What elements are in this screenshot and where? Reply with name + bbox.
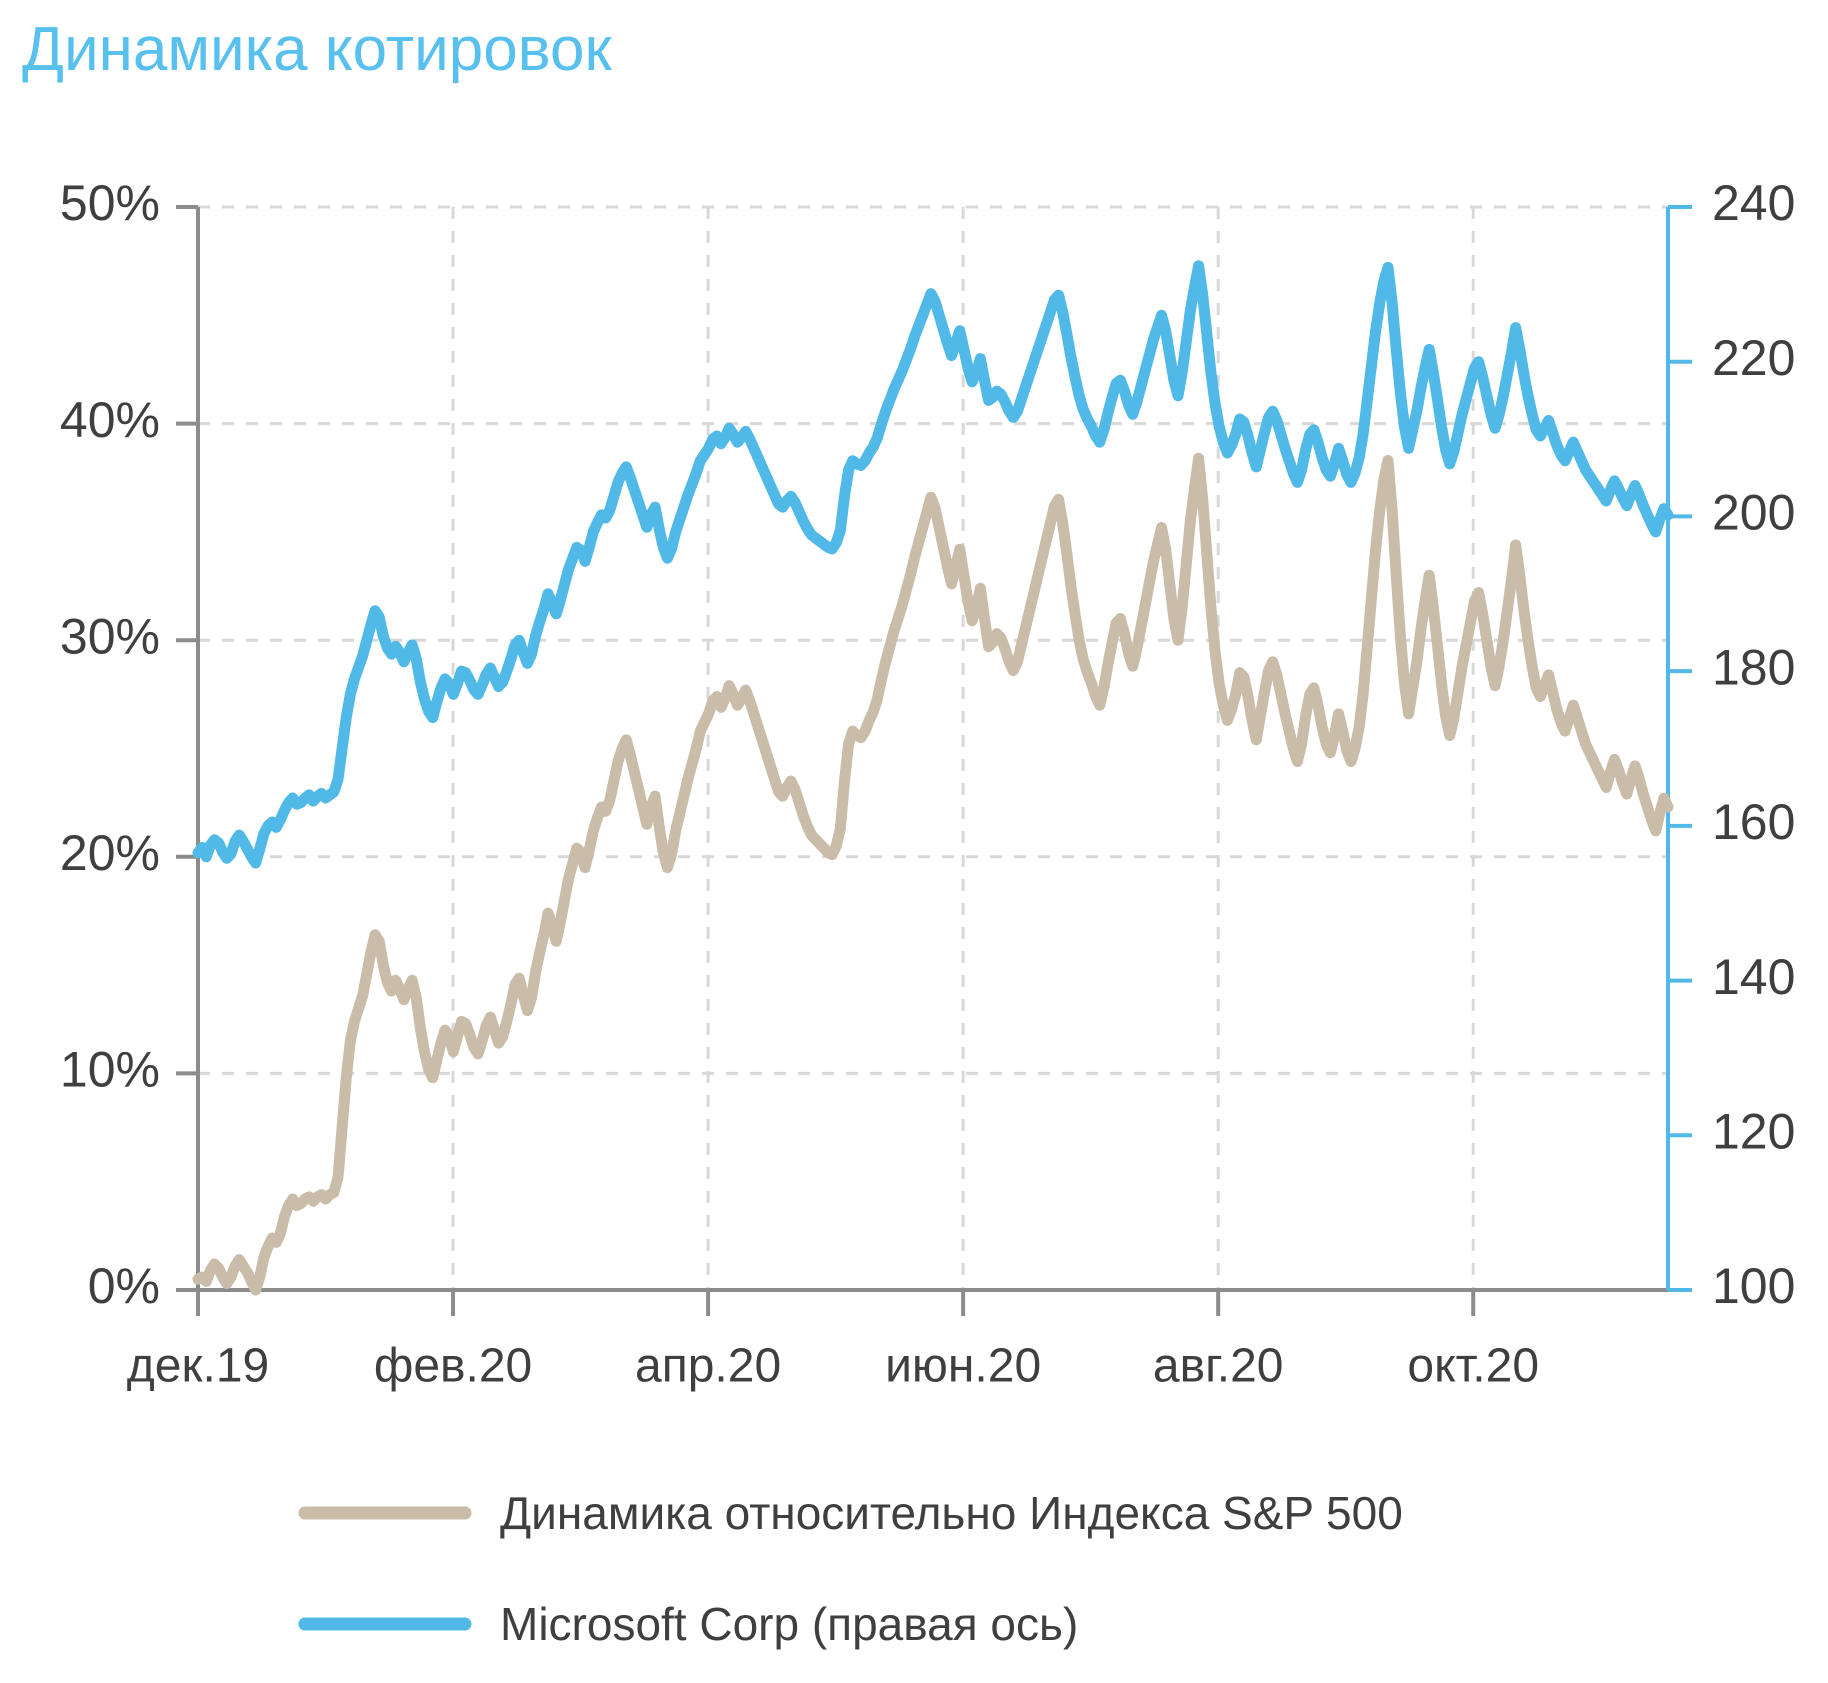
- legend-label: Microsoft Corp (правая ось): [500, 1598, 1078, 1650]
- y-axis-right-tick-label: 200: [1712, 485, 1795, 541]
- series-line-index: [192, 452, 1674, 1296]
- series-line-msft: [192, 260, 1674, 869]
- y-axis-left-tick-label: 10%: [60, 1042, 160, 1098]
- legend-label: Динамика относительно Индекса S&P 500: [500, 1487, 1403, 1539]
- x-axis-tick-label: июн.20: [885, 1340, 1041, 1393]
- gridlines: [198, 205, 1668, 1290]
- y-axis-right-tick-label: 140: [1712, 949, 1795, 1005]
- y-axis-left-tick-label: 20%: [60, 825, 160, 881]
- y-axis-left-tick-label: 30%: [60, 608, 160, 664]
- y-axis-right-tick-label: 240: [1712, 175, 1795, 231]
- axis-lines: [176, 205, 1692, 1316]
- y-axis-right-tick-label: 180: [1712, 639, 1795, 695]
- data-series: [192, 260, 1674, 1296]
- y-axis-right-tick-label: 100: [1712, 1258, 1795, 1314]
- page-title: Динамика котировок: [22, 15, 612, 84]
- x-axis-tick-label: авг.20: [1153, 1340, 1284, 1393]
- y-axis-left-tick-label: 0%: [88, 1258, 160, 1314]
- x-axis-tick-label: окт.20: [1407, 1340, 1539, 1393]
- y-axis-right-tick-label: 220: [1712, 330, 1795, 386]
- chart-legend: Динамика относительно Индекса S&P 500 Mic…: [298, 1487, 1403, 1650]
- x-axis-tick-label: апр.20: [635, 1340, 781, 1393]
- y-axis-left-tick-label: 50%: [60, 175, 160, 231]
- x-axis-tick-label: дек.19: [127, 1340, 269, 1393]
- y-axis-right-tick-label: 160: [1712, 794, 1795, 850]
- x-axis-tick-label: фев.20: [374, 1340, 532, 1393]
- y-axis-right-tick-label: 120: [1712, 1103, 1795, 1159]
- y-axis-left-tick-label: 40%: [60, 392, 160, 448]
- tick-labels: 0% 10% 20% 30% 40% 50% 100 120 140 160 180 200 220 24…: [60, 175, 1796, 1392]
